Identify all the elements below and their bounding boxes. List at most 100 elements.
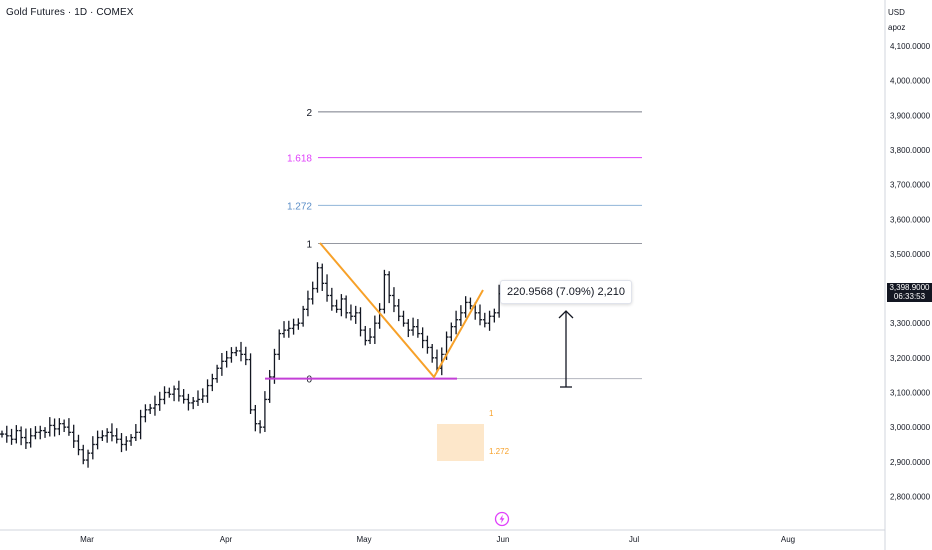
- ohlc-bar: [124, 436, 129, 451]
- ohlc-bar: [348, 304, 353, 321]
- ohlc-bar: [200, 388, 205, 403]
- ohlc-bar: [162, 386, 167, 405]
- ohlc-bars: [0, 262, 502, 468]
- bar-countdown: 06:33:53: [893, 292, 926, 302]
- ohlc-bar: [76, 434, 81, 456]
- time-scale[interactable]: Mar Apr May Jun Jul Aug: [0, 529, 885, 544]
- fib-level-label: 2: [306, 108, 312, 119]
- ohlc-bar: [296, 318, 301, 330]
- ohlc-bar: [229, 347, 234, 363]
- ohlc-bar: [310, 281, 315, 305]
- x-tick-label: Aug: [781, 535, 795, 544]
- last-price-label: 3,398.9000 06:33:53: [887, 282, 932, 302]
- last-price-value: 3,398.9000: [889, 282, 930, 292]
- ohlc-bar: [487, 310, 492, 331]
- ohlc-bar: [425, 335, 430, 354]
- ohlc-bar: [344, 295, 349, 319]
- ohlc-bar: [454, 310, 459, 335]
- fib-level-label: 1: [306, 240, 312, 251]
- scale-mode-label[interactable]: apoz: [888, 23, 906, 32]
- zone-label-1: 1: [489, 409, 494, 418]
- ohlc-bar: [133, 424, 138, 442]
- x-tick-label: May: [356, 535, 371, 544]
- measure-label: 220.9568 (7.09%) 2,210: [500, 280, 633, 304]
- ohlc-bar: [372, 315, 377, 344]
- ohlc-bar: [186, 393, 191, 411]
- drawings: 1 1.272: [265, 242, 574, 461]
- y-tick-label: 3,500.0000: [890, 250, 931, 259]
- lightning-logo-icon[interactable]: [494, 511, 510, 527]
- ohlc-bar: [205, 379, 210, 403]
- ohlc-bar: [363, 325, 368, 346]
- ohlc-bar: [478, 304, 482, 326]
- currency-label[interactable]: USD: [888, 8, 905, 17]
- currency-box[interactable]: USD apoz: [888, 5, 928, 35]
- ohlc-bar: [492, 308, 497, 323]
- y-tick-label: 2,900.0000: [890, 458, 931, 467]
- y-tick-label: 4,000.0000: [890, 77, 931, 86]
- ohlc-bar: [172, 385, 177, 402]
- ohlc-bar: [463, 296, 468, 318]
- v-pattern-line: [319, 242, 484, 379]
- ohlc-bar: [358, 307, 363, 337]
- ohlc-bar: [71, 424, 76, 448]
- ohlc-bar: [282, 321, 287, 338]
- y-tick-label: 3,700.0000: [890, 181, 931, 190]
- measure-arrow-head: [558, 310, 574, 319]
- ohlc-bar: [258, 420, 263, 434]
- ohlc-bar: [28, 428, 33, 448]
- ohlc-bar: [23, 428, 28, 449]
- ohlc-bar: [176, 380, 181, 402]
- ohlc-bar: [234, 346, 239, 357]
- ohlc-bar: [387, 271, 392, 304]
- ohlc-bar: [129, 434, 134, 446]
- ohlc-bar: [81, 444, 86, 465]
- ohlc-bar: [482, 312, 487, 328]
- ohlc-bar: [368, 328, 373, 344]
- ohlc-bar: [377, 303, 382, 329]
- y-tick-label: 4,100.0000: [890, 42, 931, 51]
- ohlc-bar: [262, 391, 267, 433]
- ohlc-bar: [215, 364, 220, 383]
- ohlc-bar: [157, 391, 162, 411]
- ohlc-bar: [210, 373, 215, 392]
- ohlc-bar: [33, 426, 38, 440]
- ohlc-bar: [195, 390, 200, 407]
- ohlc-bar: [253, 404, 258, 432]
- ohlc-bar: [286, 320, 291, 338]
- ohlc-bar: [325, 274, 330, 302]
- x-tick-label: Jun: [497, 535, 510, 544]
- ohlc-bar: [9, 428, 14, 445]
- fib-level-label: 1.618: [287, 154, 312, 165]
- ohlc-bar: [315, 262, 320, 293]
- y-tick-label: 3,200.0000: [890, 354, 931, 363]
- y-tick-label: 3,600.0000: [890, 215, 931, 224]
- ohlc-bar: [148, 403, 153, 414]
- symbol-title[interactable]: Gold Futures · 1D · COMEX: [6, 7, 134, 18]
- zone-label-1272: 1.272: [489, 447, 510, 456]
- ohlc-bar: [167, 387, 172, 398]
- ohlc-bar: [415, 319, 420, 338]
- ohlc-bar: [334, 299, 339, 313]
- ohlc-bar: [90, 436, 95, 460]
- ohlc-bar: [406, 319, 411, 338]
- ohlc-bar: [329, 287, 334, 311]
- y-tick-label: 2,800.0000: [890, 492, 931, 501]
- ohlc-bar: [38, 425, 43, 440]
- ohlc-bar: [248, 353, 253, 414]
- y-tick-label: 3,900.0000: [890, 111, 931, 120]
- ohlc-bar: [468, 297, 473, 310]
- fib-level-label: 1.272: [287, 201, 312, 212]
- ohlc-bar: [100, 430, 105, 442]
- x-tick-label: Mar: [80, 535, 94, 544]
- y-tick-label: 3,300.0000: [890, 319, 931, 328]
- ohlc-bar: [19, 426, 24, 446]
- price-scale[interactable]: 4,100.0000 4,000.0000 3,900.0000 3,800.0000…: [884, 0, 931, 550]
- ohlc-bar: [301, 305, 306, 327]
- x-tick-label: Apr: [220, 535, 233, 544]
- ohlc-bar: [411, 317, 416, 336]
- ohlc-bar: [239, 341, 243, 362]
- ohlc-bar: [401, 310, 406, 327]
- ohlc-bar: [52, 418, 57, 437]
